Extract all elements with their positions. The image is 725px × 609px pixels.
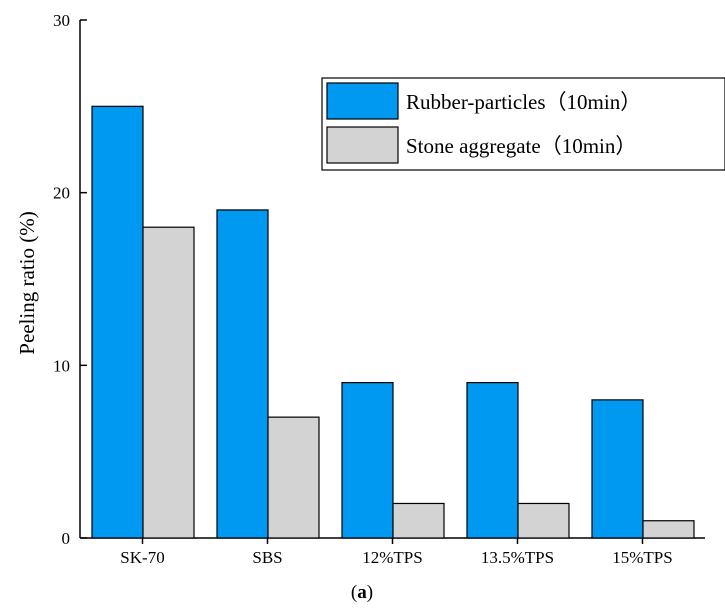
y-axis-ticks: 0 10 20 30 [53,11,87,548]
x-tick-label: SK-70 [120,548,164,567]
bar-rubber-particles [341,382,394,539]
legend-swatch [326,82,399,120]
bar-rubber-particles [466,382,519,539]
caption-open: ( [351,582,357,603]
y-tick-label: 0 [62,529,71,548]
chart-bars [91,105,695,539]
y-tick-label: 30 [53,11,70,30]
bar-rubber-particles [591,399,644,539]
x-tick-label: 13.5%TPS [481,548,554,567]
bar-stone-aggregate [392,502,445,539]
bar-rubber-particles [91,105,144,539]
y-axis-label: Peeling ratio (%) [15,211,39,354]
bar-stone-aggregate [267,416,320,539]
bar-stone-aggregate [517,502,570,539]
bar-rubber-particles [216,209,269,539]
x-axis-ticks: SK-70 SBS 12%TPS 13.5%TPS 15%TPS [120,538,673,567]
x-tick-label: 12%TPS [362,548,422,567]
x-tick-label: 15%TPS [612,548,672,567]
legend-label: Rubber-particles（10min） [406,90,641,114]
bar-stone-aggregate [142,226,195,539]
legend-label: Stone aggregate（10min） [406,134,636,158]
figure-caption: (a) [351,582,373,603]
bar-stone-aggregate [642,520,695,539]
y-tick-label: 20 [53,184,70,203]
caption-close: ) [367,582,373,603]
x-tick-label: SBS [252,548,282,567]
y-tick-label: 10 [53,356,70,375]
legend-swatch [326,126,399,164]
legend: Rubber-particles（10min） Stone aggregate（1… [321,77,725,171]
caption-letter: a [357,582,367,603]
